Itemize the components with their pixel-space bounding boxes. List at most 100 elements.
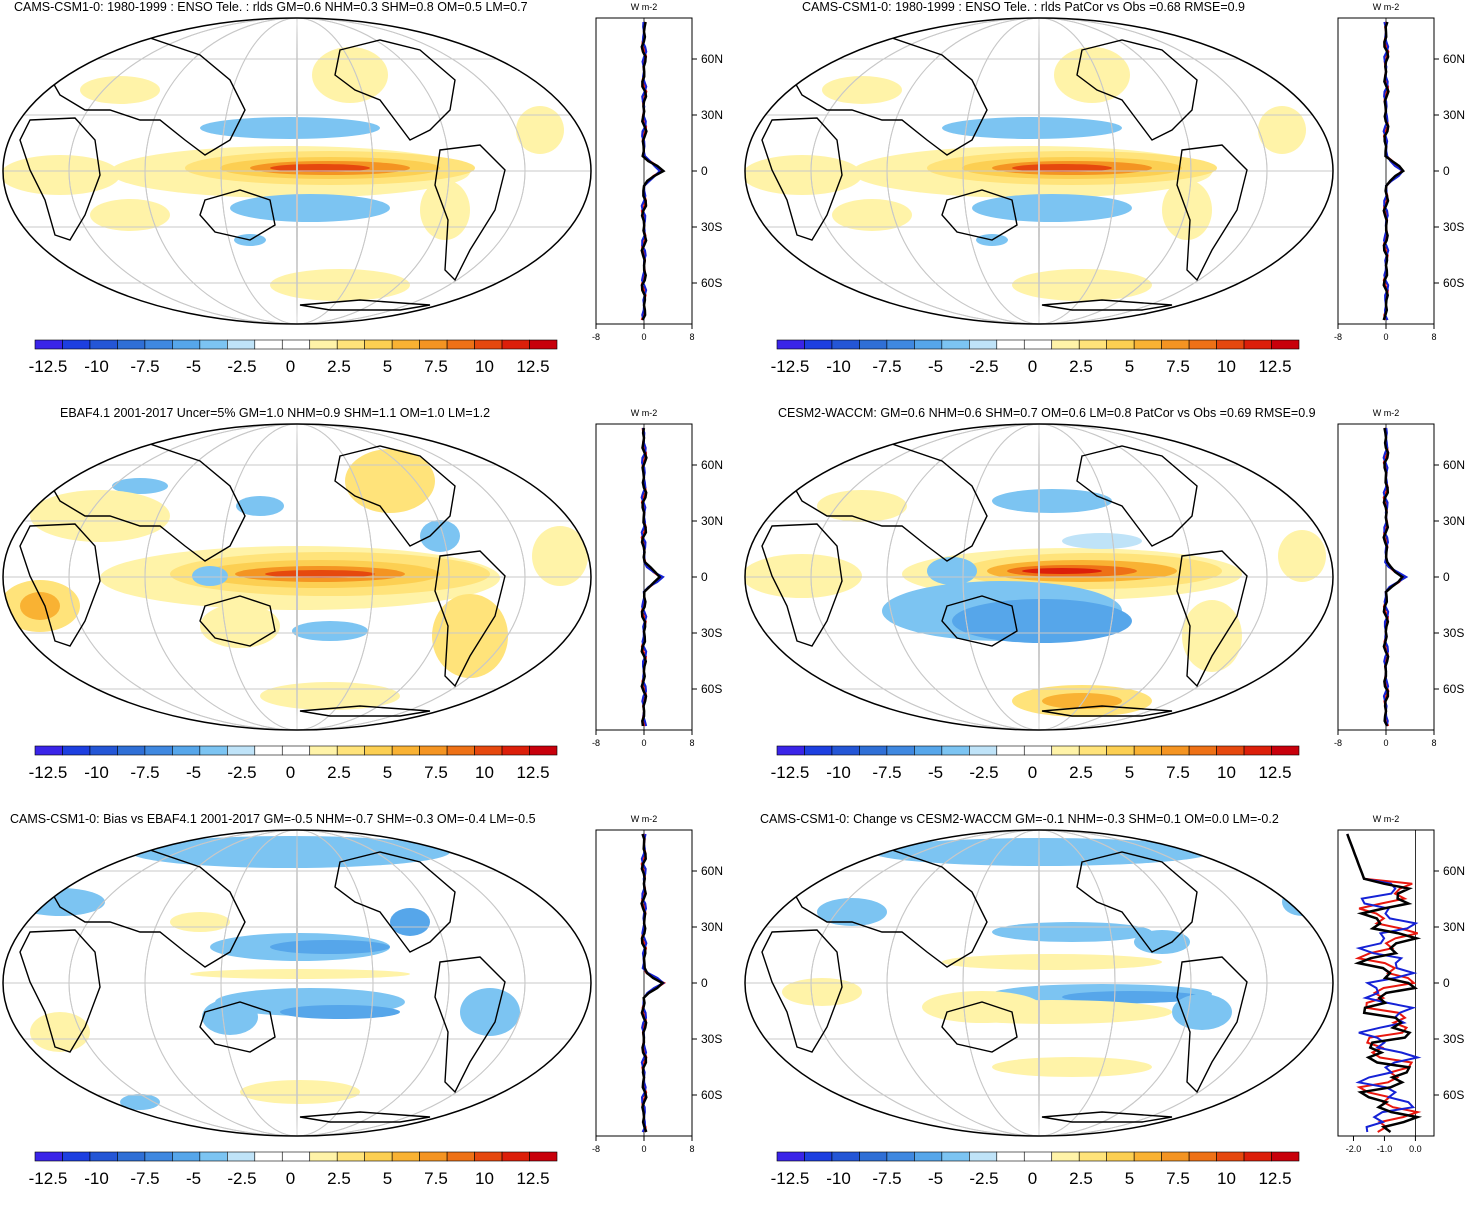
colorbar-label: 12.5 bbox=[516, 1169, 549, 1188]
colorbar-label: 5 bbox=[383, 357, 392, 376]
colorbar-swatch bbox=[831, 1151, 860, 1162]
colorbar-swatch bbox=[831, 339, 860, 350]
colorbar-swatch bbox=[1106, 339, 1135, 350]
colorbar-label: 10 bbox=[1217, 763, 1236, 782]
colorbar-swatch bbox=[886, 1151, 915, 1162]
colorbar-label: -2.5 bbox=[227, 763, 256, 782]
colorbar-label: 0 bbox=[1028, 1169, 1037, 1188]
panel-figure: W m-2 60N 30N 0 30S 60S -8 0 8 -12.5 -10 -7.5 -5 -2.5… bbox=[2, 408, 723, 782]
coastline bbox=[38, 37, 246, 156]
coastline bbox=[434, 956, 506, 1094]
anomaly-patch bbox=[516, 106, 564, 154]
zonal-mean-plot: W m-2 60N 30N 0 30S 60S -2.0 -1.0 0.0 bbox=[1337, 814, 1465, 1154]
colorbar-swatch bbox=[1106, 745, 1135, 756]
x-tick-label: -2.0 bbox=[1346, 1144, 1362, 1154]
colorbar-swatch bbox=[776, 745, 805, 756]
colorbar-label: -5 bbox=[928, 357, 943, 376]
map-border bbox=[744, 423, 1334, 731]
colorbar-swatch bbox=[914, 339, 943, 350]
lat-tick-label: 0 bbox=[701, 164, 708, 178]
colorbar-swatch bbox=[309, 339, 338, 350]
colorbar-swatch bbox=[62, 1151, 91, 1162]
colorbar-label: 5 bbox=[383, 763, 392, 782]
colorbar-swatch bbox=[501, 1151, 530, 1162]
colorbar-label: -10 bbox=[826, 763, 851, 782]
colorbar-swatch bbox=[391, 745, 420, 756]
lat-tick-label: 60N bbox=[701, 52, 723, 66]
colorbar-label: -7.5 bbox=[872, 357, 901, 376]
lat-tick-label: 60N bbox=[1443, 864, 1465, 878]
lat-tick-label: 60N bbox=[1443, 52, 1465, 66]
colorbar-swatch bbox=[364, 1151, 393, 1162]
colorbar-swatch bbox=[1051, 745, 1080, 756]
panel-figure: W m-2 60N 30N 0 30S 60S -8 0 8 -12.5 -10 -7.5 -5 -2.5… bbox=[744, 2, 1465, 376]
colorbar-swatch bbox=[144, 745, 173, 756]
map-field bbox=[745, 424, 1333, 730]
colorbar-label: -10 bbox=[84, 1169, 109, 1188]
anomaly-patch bbox=[817, 490, 907, 522]
anomaly-patch bbox=[230, 194, 390, 222]
map-field bbox=[3, 18, 591, 324]
coastline bbox=[1176, 550, 1248, 688]
colorbar-swatch bbox=[1133, 339, 1162, 350]
anomaly-patch bbox=[822, 76, 902, 104]
anomaly-patch bbox=[992, 922, 1152, 942]
colorbar-swatch bbox=[969, 1151, 998, 1162]
colorbar-label: -5 bbox=[928, 1169, 943, 1188]
x-tick-label: 8 bbox=[689, 738, 694, 748]
anomaly-patch bbox=[532, 526, 588, 586]
colorbar-swatch bbox=[227, 339, 256, 350]
coastline bbox=[299, 705, 431, 717]
lat-tick-label: 0 bbox=[701, 976, 708, 990]
colorbar-swatch bbox=[172, 745, 201, 756]
anomaly-patch bbox=[432, 594, 508, 678]
colorbar-label: 10 bbox=[1217, 357, 1236, 376]
colorbar-swatch bbox=[804, 339, 833, 350]
anomaly-patch bbox=[460, 988, 520, 1036]
lat-tick-label: 0 bbox=[701, 570, 708, 584]
colorbar-label: 10 bbox=[475, 763, 494, 782]
anomaly-patch bbox=[20, 592, 60, 620]
lat-tick-label: 30S bbox=[1443, 626, 1464, 640]
longitude-gridline bbox=[810, 18, 1268, 324]
anomaly-patch bbox=[1062, 533, 1142, 549]
coastline bbox=[1076, 851, 1198, 953]
lat-tick-label: 30S bbox=[701, 1032, 722, 1046]
map-border bbox=[2, 17, 592, 325]
coastline bbox=[941, 1001, 1018, 1053]
anomaly-patch bbox=[420, 520, 460, 552]
colorbar-swatch bbox=[941, 745, 970, 756]
zonal-mean-plot: W m-2 60N 30N 0 30S 60S -8 0 8 bbox=[1334, 408, 1465, 748]
x-tick-label: 0.0 bbox=[1409, 1144, 1422, 1154]
anomaly-patch bbox=[80, 76, 160, 104]
coastline bbox=[1176, 956, 1248, 1094]
colorbar-swatch bbox=[281, 339, 311, 350]
colorbar-swatch bbox=[474, 745, 503, 756]
anomaly-patch bbox=[922, 991, 1042, 1023]
colorbar-swatch bbox=[1023, 1151, 1053, 1162]
colorbar-label: -10 bbox=[84, 763, 109, 782]
anomaly-patch bbox=[312, 47, 388, 103]
panel-title: CAMS-CSM1-0: 1980-1999 : ENSO Tele. : rl… bbox=[14, 0, 528, 14]
colorbar-swatch bbox=[914, 745, 943, 756]
colorbar-swatch bbox=[1078, 745, 1107, 756]
colorbar-label: 2.5 bbox=[327, 1169, 351, 1188]
panel-5: CAMS-CSM1-0: Bias vs EBAF4.1 2001-2017 G… bbox=[0, 812, 741, 1207]
colorbar-label: -5 bbox=[186, 1169, 201, 1188]
unit-label: W m-2 bbox=[1373, 408, 1400, 418]
colorbar-label: -10 bbox=[84, 357, 109, 376]
anomaly-patch bbox=[200, 117, 380, 139]
colorbar-swatch bbox=[1271, 745, 1300, 756]
lat-tick-label: 60S bbox=[1443, 682, 1464, 696]
longitude-gridline bbox=[144, 424, 450, 730]
colorbar: -12.5 -10 -7.5 -5 -2.5 0 2.5 5 7.5 10 12.5 bbox=[29, 339, 558, 376]
anomaly-patch bbox=[190, 969, 410, 979]
colorbar-label: 10 bbox=[475, 357, 494, 376]
lat-tick-label: 60S bbox=[701, 276, 722, 290]
colorbar-label: -12.5 bbox=[771, 763, 810, 782]
colorbar-label: -7.5 bbox=[872, 763, 901, 782]
anomaly-patch bbox=[1054, 47, 1130, 103]
anomaly-patch bbox=[992, 1057, 1152, 1077]
colorbar-swatch bbox=[89, 1151, 118, 1162]
colorbar-swatch bbox=[501, 339, 530, 350]
